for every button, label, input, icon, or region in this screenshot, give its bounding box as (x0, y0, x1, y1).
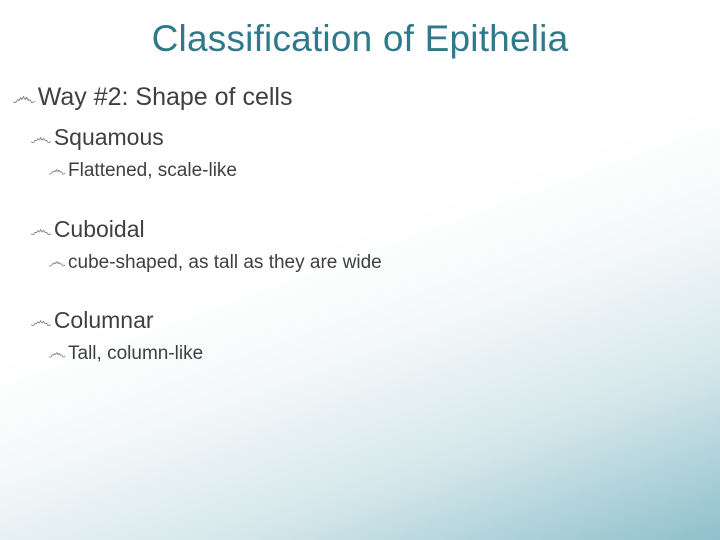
bullet-glyph-icon: ෴ (48, 159, 66, 183)
bullet-glyph-icon: ෴ (48, 342, 66, 366)
bullet-desc-text: cube-shaped, as tall as they are wide (68, 251, 382, 275)
bullet-desc-text: Flattened, scale-like (68, 159, 237, 183)
spacer (12, 189, 720, 215)
bullet-item-name: Squamous (54, 123, 164, 152)
bullet-item-name: Columnar (54, 306, 154, 335)
slide-content: ෴ Way #2: Shape of cells ෴ Squamous ෴ Fl… (0, 82, 720, 366)
bullet-desc-text: Tall, column-like (68, 342, 203, 366)
spacer (12, 280, 720, 306)
bullet-glyph-icon: ෴ (48, 251, 66, 275)
bullet-desc: ෴ cube-shaped, as tall as they are wide (48, 251, 720, 275)
slide-title: Classification of Epithelia (0, 18, 720, 60)
bullet-glyph-icon: ෴ (30, 307, 52, 336)
bullet-desc: ෴ Tall, column-like (48, 342, 720, 366)
bullet-item: ෴ Columnar (30, 306, 720, 336)
bullet-desc: ෴ Flattened, scale-like (48, 159, 720, 183)
bullet-glyph-icon: ෴ (30, 124, 52, 153)
bullet-item-name: Cuboidal (54, 215, 145, 244)
bullet-item: ෴ Cuboidal (30, 215, 720, 245)
bullet-glyph-icon: ෴ (12, 82, 36, 113)
bullet-item: ෴ Squamous (30, 123, 720, 153)
slide: Classification of Epithelia ෴ Way #2: Sh… (0, 0, 720, 540)
bullet-heading-text: Way #2: Shape of cells (38, 82, 293, 113)
bullet-heading: ෴ Way #2: Shape of cells (12, 82, 720, 113)
bullet-glyph-icon: ෴ (30, 216, 52, 245)
